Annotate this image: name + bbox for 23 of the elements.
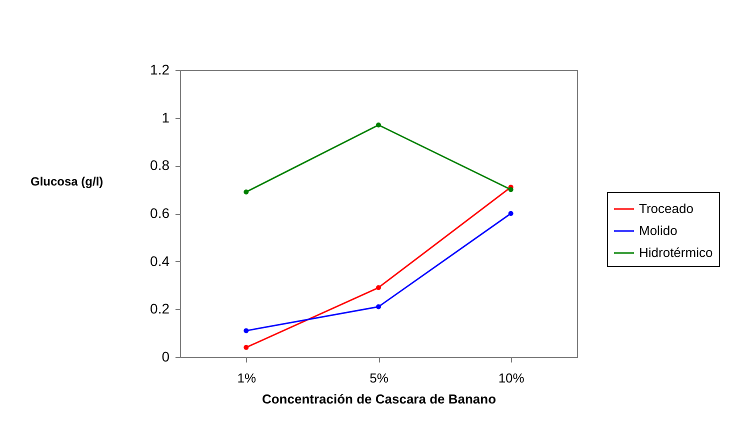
x-tick-label: 5% bbox=[370, 370, 389, 386]
y-tick-label: 0.8 bbox=[150, 157, 170, 174]
y-tick-label: 0 bbox=[162, 348, 170, 364]
y-tick-label: 0.6 bbox=[150, 205, 170, 221]
y-axis-title: Glucosa (g/l) bbox=[30, 174, 104, 188]
legend-label: Molido bbox=[639, 223, 678, 238]
y-tick-label: 1.2 bbox=[150, 62, 170, 78]
x-tick-label: 1% bbox=[237, 370, 256, 386]
point bbox=[244, 189, 249, 194]
point bbox=[244, 328, 249, 334]
point bbox=[376, 304, 381, 310]
point bbox=[508, 187, 514, 192]
point bbox=[376, 122, 381, 128]
point bbox=[244, 344, 249, 350]
y-tick-label: 1 bbox=[162, 109, 170, 126]
point bbox=[376, 285, 381, 290]
x-tick-label: 10% bbox=[498, 370, 525, 386]
x-axis-title: Concentración de Cascara de Banano bbox=[262, 392, 496, 406]
point bbox=[508, 211, 514, 216]
legend-label: Troceado bbox=[639, 201, 694, 216]
y-tick-label: 0.4 bbox=[150, 252, 170, 269]
legend-label: Hidrotérmico bbox=[639, 245, 713, 260]
y-tick-label: 0.2 bbox=[150, 300, 170, 317]
